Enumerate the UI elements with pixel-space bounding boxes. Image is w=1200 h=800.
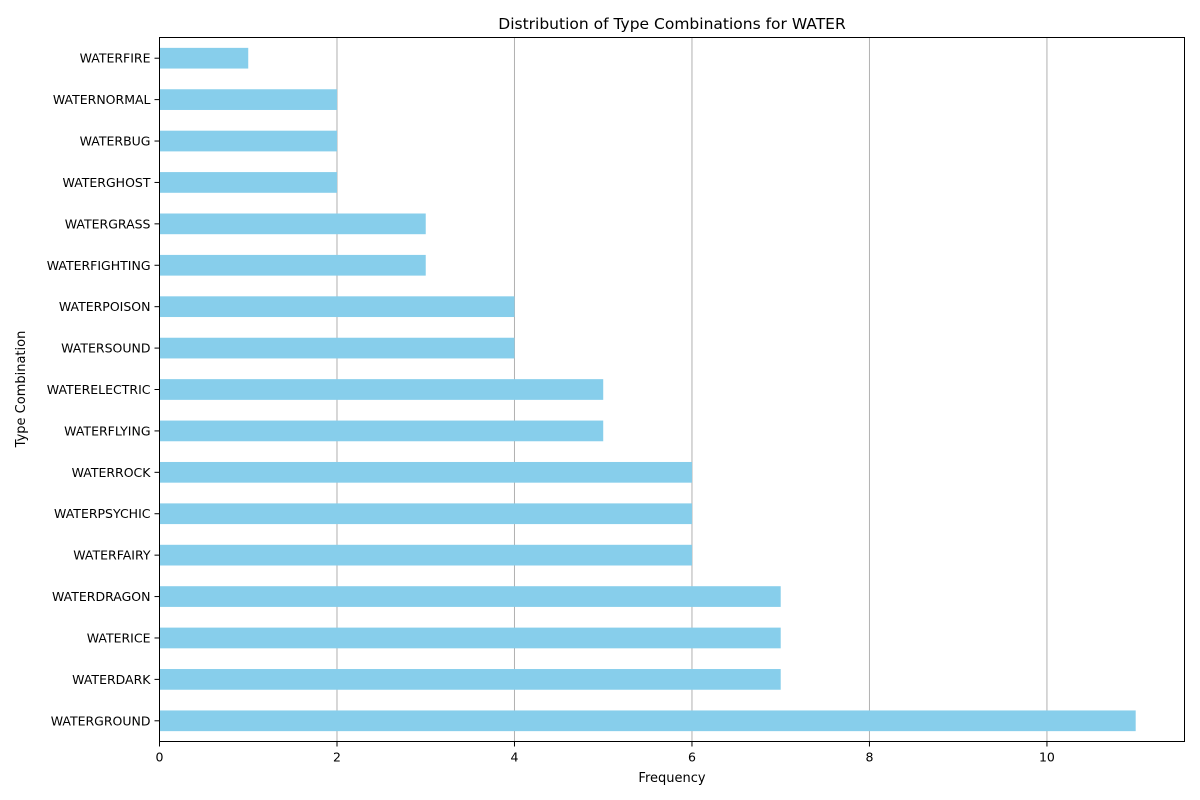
- y-tick-label-waterfire: WATERFIRE: [80, 51, 151, 66]
- y-tick-label-waterdragon: WATERDRAGON: [52, 589, 151, 604]
- bar-waterfighting: [159, 254, 426, 276]
- x-tick-label-1: 2: [333, 750, 341, 765]
- bar-waterghost: [159, 172, 337, 193]
- y-tick-label-waterfighting: WATERFIGHTING: [47, 258, 151, 273]
- y-tick-label-waterbug: WATERBUG: [80, 134, 151, 149]
- x-axis-title: Frequency: [638, 771, 705, 786]
- chart-title: Distribution of Type Combinations for WA…: [498, 15, 846, 33]
- y-tick-label-watergrass: WATERGRASS: [65, 216, 151, 231]
- y-tick-label-waterghost: WATERGHOST: [63, 175, 151, 190]
- y-tick-label-waterpoison: WATERPOISON: [59, 299, 151, 314]
- y-tick-label-waterflying: WATERFLYING: [64, 423, 150, 438]
- bar-waterflying: [159, 420, 604, 442]
- bar-waterground: [159, 710, 1136, 732]
- bar-waterdragon: [159, 586, 781, 607]
- bar-waterelectric: [159, 379, 604, 400]
- y-axis-title: Type Combination: [14, 331, 29, 449]
- x-tick-label-2: 4: [511, 750, 519, 765]
- bars: [159, 47, 1136, 732]
- bar-waterice: [159, 627, 781, 649]
- y-tick-label-waterelectric: WATERELECTRIC: [47, 382, 151, 397]
- x-tick-label-4: 8: [865, 750, 873, 765]
- y-tick-label-waterfairy: WATERFAIRY: [73, 548, 151, 563]
- bar-waterfairy: [159, 544, 692, 566]
- y-tick-label-watersound: WATERSOUND: [61, 341, 150, 356]
- y-tick-label-waterdark: WATERDARK: [72, 672, 151, 687]
- bar-waterrock: [159, 461, 692, 483]
- x-tick-label-0: 0: [156, 750, 164, 765]
- y-tick-label-waterice: WATERICE: [87, 630, 151, 645]
- bar-waternormal: [159, 89, 337, 110]
- bar-waterdark: [159, 669, 781, 690]
- x-tick-label-5: 10: [1039, 750, 1055, 765]
- x-axis-ticks: 0 2 4 6 8 10: [156, 741, 1055, 765]
- x-tick-label-3: 6: [688, 750, 696, 765]
- bar-waterpsychic: [159, 503, 692, 525]
- bar-waterfire: [159, 47, 249, 69]
- y-tick-label-waterrock: WATERROCK: [72, 465, 152, 480]
- bar-waterpoison: [159, 296, 515, 318]
- y-tick-label-waterpsychic: WATERPSYCHIC: [54, 506, 151, 521]
- bar-watergrass: [159, 213, 426, 235]
- bar-waterbug: [159, 130, 337, 152]
- y-tick-label-waternormal: WATERNORMAL: [53, 92, 151, 107]
- y-tick-label-waterground: WATERGROUND: [51, 713, 151, 728]
- y-axis-ticks: WATERGROUND WATERDARK WATERICE WATERDRAGON W…: [47, 51, 160, 728]
- bar-watersound: [159, 337, 515, 359]
